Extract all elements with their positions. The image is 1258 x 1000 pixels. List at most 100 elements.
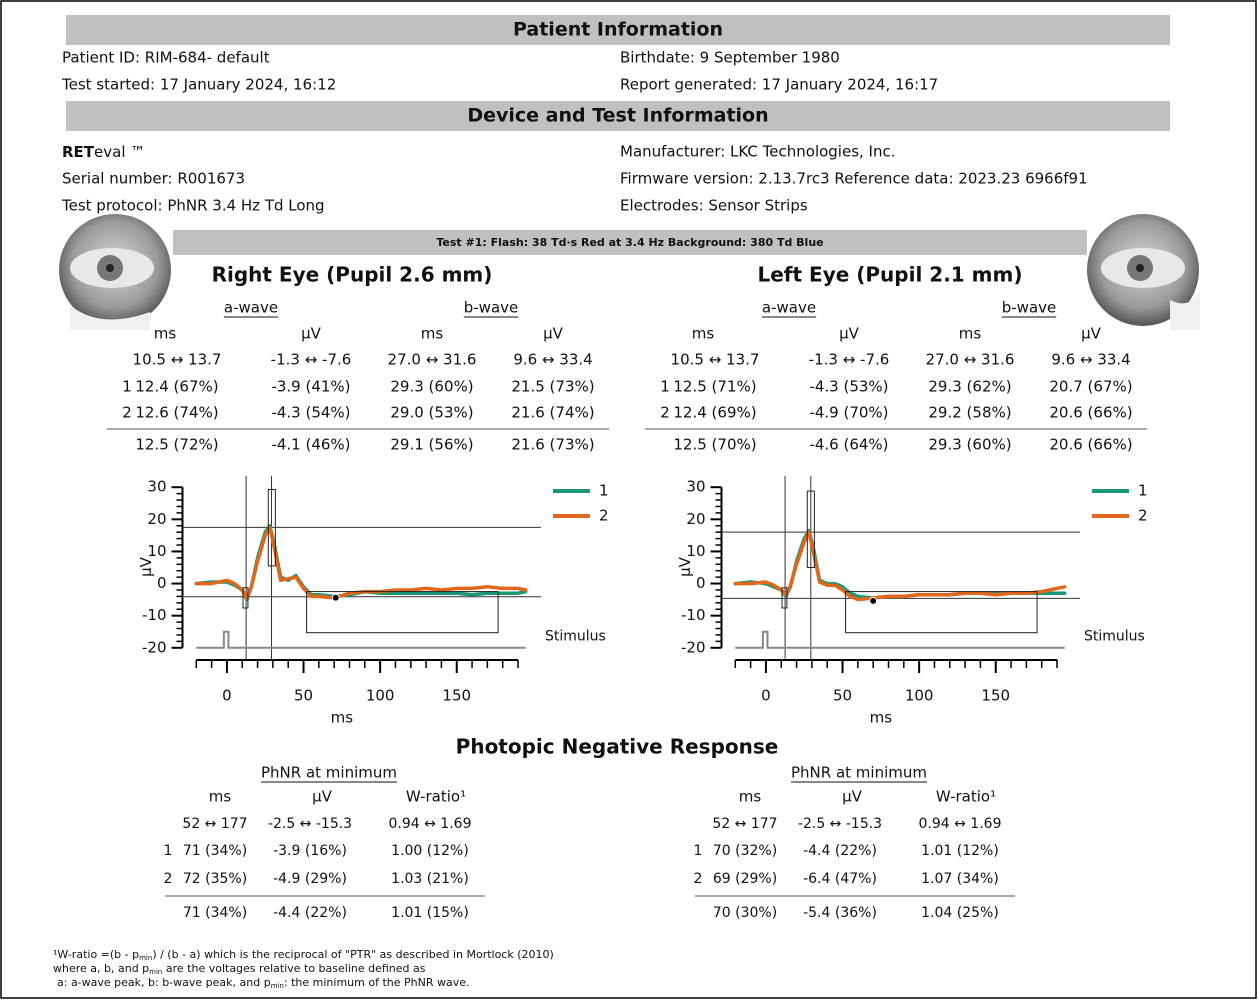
unit-header: µV [839, 325, 860, 343]
firmware: Firmware version: 2.13.7rc3 Reference da… [620, 170, 1088, 188]
table-cell: 29.1 (56%) [390, 436, 473, 454]
y-tick-label: 30 [147, 478, 166, 496]
y-tick-label: 0 [157, 574, 167, 592]
table-cell: -6.4 (47%) [803, 871, 877, 887]
table-cell: 52 ↔ 177 [712, 816, 777, 832]
phnr-heading: PhNR at minimum [261, 764, 397, 782]
eye-photo [59, 214, 171, 330]
unit-header: W-ratio¹ [406, 788, 466, 806]
table-cell: 69 (29%) [713, 871, 777, 887]
x-tick-label: 100 [366, 687, 395, 705]
table-cell: 21.6 (74%) [511, 404, 594, 422]
row-label: 2 [660, 404, 670, 422]
table-cell: -2.5 ↔ -15.3 [268, 816, 352, 832]
test-banner: Test #1: Flash: 38 Td·s Red at 3.4 Hz Ba… [436, 236, 823, 249]
normal-range-box [806, 490, 815, 569]
unit-header: µV [312, 788, 333, 806]
phnr-heading: PhNR at minimum [791, 764, 927, 782]
table-cell: 29.3 (60%) [390, 378, 473, 396]
footnote-text: a: a-wave peak, b: b-wave peak, and p [57, 976, 271, 989]
footnote-text: ) / (b - a) which is the reciprocal of "… [152, 948, 554, 961]
manufacturer: Manufacturer: LKC Technologies, Inc. [620, 143, 896, 161]
row-label: 1 [694, 843, 703, 859]
table-cell: 9.6 ↔ 33.4 [1051, 351, 1130, 369]
table-cell: 1.01 (15%) [391, 905, 469, 921]
table-cell: -4.4 (22%) [273, 905, 347, 921]
legend-label: 1 [1138, 482, 1148, 500]
footnote-text: where a, b, and p [53, 962, 149, 975]
unit-header: µV [842, 788, 863, 806]
table-cell: -4.9 (70%) [809, 404, 888, 422]
x-tick-label: 0 [222, 687, 232, 705]
brand-bold: RET [62, 143, 95, 161]
table-cell: -4.1 (46%) [271, 436, 350, 454]
table-cell: 10.5 ↔ 13.7 [671, 351, 760, 369]
table-cell: 71 (34%) [183, 905, 247, 921]
trace [733, 530, 1067, 602]
patient-id: Patient ID: RIM-684- default [62, 49, 270, 67]
row-label: 1 [122, 378, 132, 396]
wave-heading: a-wave [224, 299, 278, 317]
footnote-text: are the voltages relative to baseline de… [162, 962, 425, 975]
y-tick-label: 10 [686, 542, 705, 560]
stimulus-label: Stimulus [545, 629, 606, 645]
row-label: 2 [122, 404, 132, 422]
table-cell: -4.4 (22%) [803, 843, 877, 859]
table-cell: -4.9 (29%) [273, 871, 347, 887]
eye-title: Left Eye (Pupil 2.1 mm) [758, 263, 1023, 287]
subscript: min [149, 968, 162, 976]
row-label: 2 [164, 871, 173, 887]
report-generated: Report generated: 17 January 2024, 16:17 [620, 76, 938, 94]
serial: Serial number: R001673 [62, 170, 245, 188]
protocol: Test protocol: PhNR 3.4 Hz Td Long [61, 197, 325, 215]
table-cell: -5.4 (36%) [803, 905, 877, 921]
trace [194, 525, 528, 600]
y-tick-label: -10 [142, 606, 167, 624]
eye-photo [1087, 214, 1200, 330]
table-cell: -1.3 ↔ -7.6 [809, 351, 890, 369]
unit-header: µV [543, 325, 564, 343]
wave-heading: b-wave [1002, 299, 1057, 317]
table-cell: 29.0 (53%) [390, 404, 473, 422]
x-axis-label: ms [331, 709, 354, 727]
normal-range-box [242, 587, 249, 609]
table-cell: 29.3 (62%) [928, 378, 1011, 396]
table-cell: 1.00 (12%) [391, 843, 469, 859]
table-cell: 29.2 (58%) [928, 404, 1011, 422]
table-cell: 0.94 ↔ 1.69 [919, 816, 1002, 832]
table-cell: 72 (35%) [183, 871, 247, 887]
footnote-line: ¹W-ratio =(b - pmin) / (b - a) which is … [53, 948, 554, 962]
brand-rest: eval ™ [94, 143, 145, 161]
phnr-marker [331, 593, 340, 602]
table-cell: 0.94 ↔ 1.69 [389, 816, 472, 832]
test-banner-bar [173, 230, 1087, 255]
y-tick-label: 0 [696, 574, 706, 592]
table-cell: -4.6 (64%) [809, 436, 888, 454]
footnote-line: a: a-wave peak, b: b-wave peak, and pmin… [57, 976, 470, 990]
y-tick-label: 30 [686, 478, 705, 496]
unit-header: µV [301, 325, 322, 343]
table-cell: 52 ↔ 177 [182, 816, 247, 832]
phnr-title: Photopic Negative Response [456, 735, 779, 759]
table-cell: -4.3 (53%) [809, 378, 888, 396]
normal-range-box [845, 591, 1038, 634]
table-cell: 20.7 (67%) [1049, 378, 1132, 396]
x-tick-label: 50 [833, 687, 852, 705]
unit-header: ms [959, 325, 982, 343]
unit-header: ms [692, 325, 715, 343]
footnote: ¹W-ratio =(b - pmin) / (b - a) which is … [53, 948, 554, 990]
x-tick-label: 100 [905, 687, 934, 705]
table-cell: 9.6 ↔ 33.4 [513, 351, 592, 369]
table-cell: 20.6 (66%) [1049, 404, 1132, 422]
phnr-marker [869, 596, 878, 605]
x-tick-label: 50 [294, 687, 313, 705]
section-title: Patient Information [513, 19, 723, 41]
y-tick-label: -20 [142, 638, 167, 656]
x-tick-label: 150 [981, 687, 1010, 705]
table-cell: 1.07 (34%) [921, 871, 999, 887]
table-cell: 21.6 (73%) [511, 436, 594, 454]
normal-range-box [267, 488, 276, 567]
wave-heading: a-wave [762, 299, 816, 317]
